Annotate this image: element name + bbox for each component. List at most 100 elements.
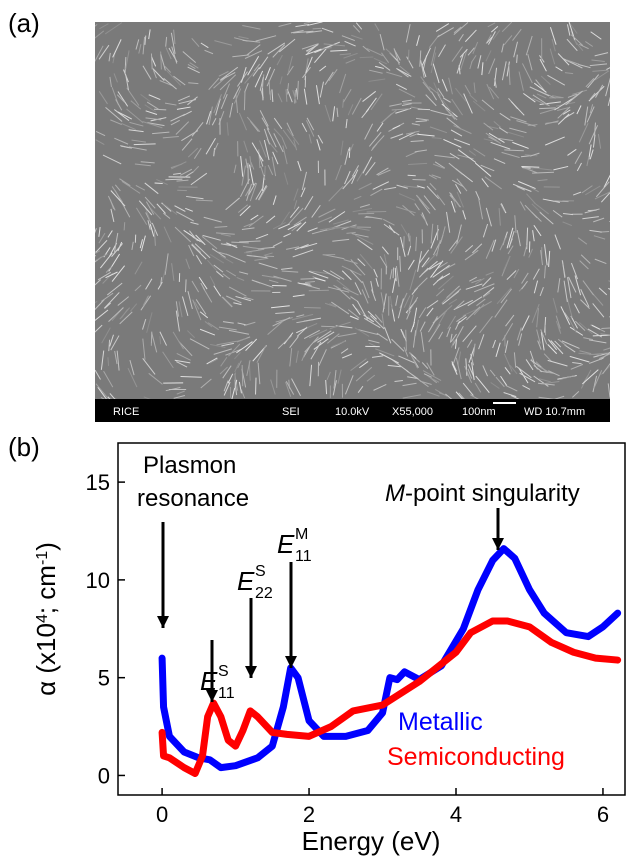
fiber bbox=[449, 288, 462, 299]
fiber bbox=[593, 352, 610, 358]
fiber bbox=[407, 174, 416, 177]
fiber bbox=[454, 339, 458, 349]
fiber bbox=[304, 195, 314, 211]
fiber bbox=[545, 121, 558, 124]
fiber bbox=[95, 251, 96, 252]
fiber bbox=[181, 296, 189, 316]
fiber bbox=[430, 46, 437, 66]
fiber bbox=[236, 341, 253, 354]
fiber bbox=[482, 287, 495, 297]
fiber bbox=[191, 121, 204, 137]
fiber bbox=[355, 234, 374, 245]
fiber bbox=[506, 61, 510, 77]
fiber bbox=[309, 270, 330, 275]
fiber bbox=[204, 49, 214, 55]
fiber bbox=[272, 151, 279, 165]
fiber bbox=[569, 326, 584, 336]
fiber bbox=[399, 255, 402, 272]
fiber bbox=[467, 368, 473, 379]
fiber bbox=[238, 381, 242, 394]
fiber bbox=[428, 323, 441, 343]
fiber bbox=[547, 74, 566, 86]
fiber bbox=[512, 28, 522, 41]
fiber bbox=[220, 255, 234, 264]
fiber bbox=[97, 271, 111, 281]
fiber bbox=[301, 122, 308, 133]
fiber bbox=[145, 212, 152, 225]
fiber bbox=[233, 164, 237, 174]
fiber bbox=[264, 166, 266, 179]
fiber bbox=[348, 309, 360, 319]
fiber bbox=[395, 206, 416, 214]
fiber bbox=[151, 222, 159, 236]
fiber bbox=[245, 158, 248, 169]
fiber bbox=[365, 97, 377, 113]
fiber bbox=[451, 339, 455, 348]
fiber bbox=[216, 340, 237, 346]
fiber bbox=[448, 162, 463, 175]
fiber bbox=[205, 137, 216, 155]
panel-label: (b) bbox=[8, 432, 40, 462]
fiber bbox=[219, 71, 236, 81]
fiber bbox=[539, 58, 547, 72]
fiber bbox=[521, 280, 528, 290]
fiber bbox=[485, 207, 492, 227]
fiber bbox=[131, 241, 134, 251]
fiber bbox=[417, 251, 422, 272]
fiber bbox=[417, 133, 435, 137]
fiber bbox=[501, 151, 520, 159]
fiber bbox=[576, 105, 582, 115]
fiber bbox=[410, 140, 424, 142]
fiber bbox=[121, 122, 136, 131]
fiber bbox=[420, 331, 425, 353]
fiber bbox=[241, 365, 244, 387]
fiber bbox=[195, 299, 207, 315]
fiber bbox=[579, 260, 589, 270]
fiber bbox=[589, 229, 602, 233]
fiber bbox=[273, 128, 282, 138]
fiber bbox=[589, 149, 594, 160]
fiber bbox=[589, 63, 608, 67]
fiber bbox=[579, 43, 589, 50]
fiber bbox=[206, 357, 218, 365]
fiber bbox=[305, 56, 313, 74]
fiber bbox=[241, 227, 255, 230]
fiber bbox=[398, 88, 416, 98]
fiber bbox=[114, 137, 129, 145]
fiber bbox=[318, 349, 327, 366]
fiber bbox=[529, 86, 550, 97]
fiber bbox=[357, 238, 373, 251]
annotation-sub: 11 bbox=[218, 685, 235, 702]
fiber bbox=[398, 355, 416, 364]
fiber bbox=[451, 361, 457, 372]
fiber bbox=[111, 243, 123, 258]
fiber bbox=[267, 320, 284, 336]
fiber bbox=[95, 309, 109, 321]
fiber bbox=[229, 102, 234, 118]
fiber bbox=[226, 269, 237, 277]
fiber bbox=[129, 303, 138, 312]
fiber bbox=[379, 352, 399, 364]
fiber bbox=[376, 122, 384, 132]
fiber bbox=[483, 138, 493, 142]
fiber bbox=[306, 43, 319, 55]
fiber bbox=[505, 314, 515, 327]
fiber bbox=[172, 331, 184, 350]
fiber bbox=[500, 288, 512, 304]
fiber bbox=[543, 353, 552, 362]
fiber bbox=[451, 98, 463, 116]
fiber bbox=[101, 292, 114, 302]
fiber bbox=[394, 380, 403, 382]
fiber bbox=[160, 54, 166, 71]
fiber bbox=[590, 31, 602, 40]
fiber bbox=[524, 204, 538, 219]
fiber bbox=[368, 339, 380, 344]
fiber bbox=[576, 162, 582, 172]
fiber bbox=[505, 385, 518, 392]
fiber bbox=[183, 229, 201, 242]
fiber bbox=[207, 259, 218, 272]
fiber bbox=[352, 303, 361, 316]
y-tick-label: 5 bbox=[98, 666, 110, 691]
fiber bbox=[538, 378, 551, 383]
fiber bbox=[142, 65, 152, 80]
